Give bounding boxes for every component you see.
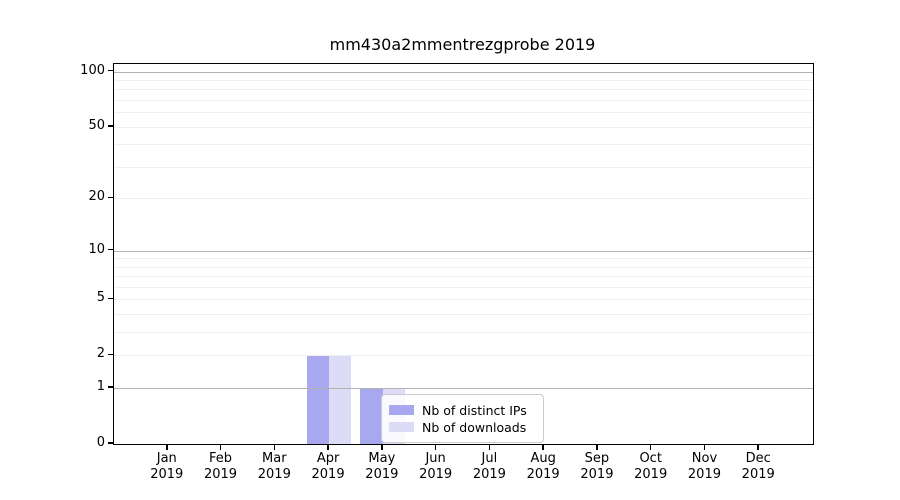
grid-layer	[114, 64, 813, 444]
gridline-minor	[114, 314, 813, 316]
y-tick-mark	[108, 353, 113, 356]
distinct-ips-swatch-icon	[389, 405, 414, 415]
x-tick-label-mar: Mar 2019	[244, 451, 304, 483]
x-tick-mark	[542, 444, 544, 450]
x-tick-year: 2019	[365, 467, 399, 482]
x-tick-month: Apr	[316, 451, 340, 466]
y-tick-mark	[108, 442, 113, 444]
bar-apr-series1	[329, 355, 352, 444]
gridline-minor	[114, 286, 813, 288]
y-tick-label: 50	[88, 117, 105, 133]
gridline-major	[114, 388, 813, 390]
y-tick-label: 100	[80, 62, 105, 78]
y-tick-mark	[108, 248, 113, 251]
gridline-minor	[114, 100, 813, 102]
y-tick-label: 2	[96, 346, 105, 362]
plot-area: Nb of distinct IPs Nb of downloads	[113, 63, 814, 445]
y-tick-mark	[108, 124, 113, 127]
y-tick-label: 10	[88, 241, 105, 257]
x-tick-month: Nov	[691, 451, 718, 466]
x-tick-label-jun: Jun 2019	[406, 451, 466, 483]
x-tick-year: 2019	[150, 467, 184, 482]
x-tick-month: May	[368, 451, 396, 466]
x-tick-mark	[703, 444, 706, 450]
gridline-minor	[114, 112, 813, 114]
x-tick-mark	[757, 444, 760, 450]
y-tick-label: 5	[96, 290, 105, 306]
x-tick-label-dec: Dec 2019	[728, 451, 788, 483]
x-tick-label-jul: Jul 2019	[459, 451, 519, 483]
y-tick-label: 1	[96, 379, 105, 395]
downloads-swatch-icon	[389, 422, 414, 432]
x-tick-month: Jul	[481, 451, 498, 466]
x-tick-month: Aug	[530, 451, 556, 466]
x-tick-mark	[219, 444, 222, 450]
y-tick-label: 20	[88, 189, 105, 205]
x-tick-month: Dec	[745, 451, 771, 466]
y-tick-mark	[108, 69, 113, 72]
x-tick-year: 2019	[526, 467, 560, 482]
x-tick-label-apr: Apr 2019	[298, 451, 358, 483]
x-tick-label-sep: Sep 2019	[567, 451, 627, 483]
legend-entry-distinct-ips: Nb of distinct IPs	[389, 402, 535, 418]
gridline-minor	[114, 332, 813, 334]
x-tick-mark	[327, 444, 329, 450]
x-tick-month: Oct	[639, 451, 662, 466]
x-tick-mark	[434, 444, 437, 450]
x-tick-label-aug: Aug 2019	[513, 451, 573, 483]
gridline-minor	[114, 198, 813, 200]
bar-apr-series0	[306, 355, 330, 444]
y-tick-mark	[108, 196, 113, 199]
gridline-minor	[114, 276, 813, 278]
x-tick-mark	[165, 444, 168, 450]
bar-may-series0	[360, 388, 383, 444]
x-tick-year: 2019	[687, 467, 721, 482]
gridline-minor	[114, 355, 813, 357]
x-tick-month: Jan	[156, 451, 177, 466]
gridline-major	[114, 71, 813, 73]
legend-entry-downloads: Nb of downloads	[389, 419, 535, 435]
x-tick-mark	[596, 444, 598, 450]
x-tick-month: Feb	[209, 451, 233, 466]
y-tick-mark	[108, 297, 113, 300]
x-tick-month: Jun	[425, 451, 446, 466]
gridline-minor	[114, 299, 813, 301]
y-tick-label: 0	[96, 435, 105, 450]
x-tick-mark	[381, 444, 383, 450]
x-tick-year: 2019	[472, 467, 506, 482]
x-tick-year: 2019	[419, 467, 453, 482]
x-tick-year: 2019	[203, 467, 238, 482]
y-tick-mark	[108, 386, 113, 388]
gridline-minor	[114, 144, 813, 146]
x-tick-mark	[488, 444, 491, 450]
x-tick-month: Sep	[584, 451, 610, 466]
x-tick-year: 2019	[580, 467, 614, 482]
chart-title: mm430a2mmentrezgprobe 2019	[329, 35, 596, 54]
x-tick-label-feb: Feb 2019	[191, 451, 251, 483]
x-tick-year: 2019	[257, 467, 291, 482]
x-tick-year: 2019	[311, 467, 345, 482]
legend: Nb of distinct IPs Nb of downloads	[381, 394, 544, 443]
gridline-minor	[114, 80, 813, 82]
gridline-minor	[114, 89, 813, 91]
gridline-minor	[114, 258, 813, 260]
x-tick-mark	[649, 444, 652, 450]
gridline-minor	[114, 266, 813, 268]
gridline-minor	[114, 126, 813, 128]
x-tick-label-oct: Oct 2019	[621, 451, 681, 483]
x-tick-mark	[273, 444, 276, 450]
x-tick-month: Mar	[262, 451, 287, 466]
x-tick-year: 2019	[634, 467, 668, 482]
gridline-minor	[114, 166, 813, 168]
x-tick-label-jan: Jan 2019	[137, 451, 197, 483]
gridline-major	[114, 250, 813, 252]
x-tick-year: 2019	[741, 467, 775, 482]
x-tick-label-nov: Nov 2019	[674, 451, 734, 483]
x-tick-label-may: May 2019	[352, 451, 412, 483]
legend-label-distinct-ips: Nb of distinct IPs	[422, 402, 527, 418]
legend-label-downloads: Nb of downloads	[422, 419, 527, 435]
